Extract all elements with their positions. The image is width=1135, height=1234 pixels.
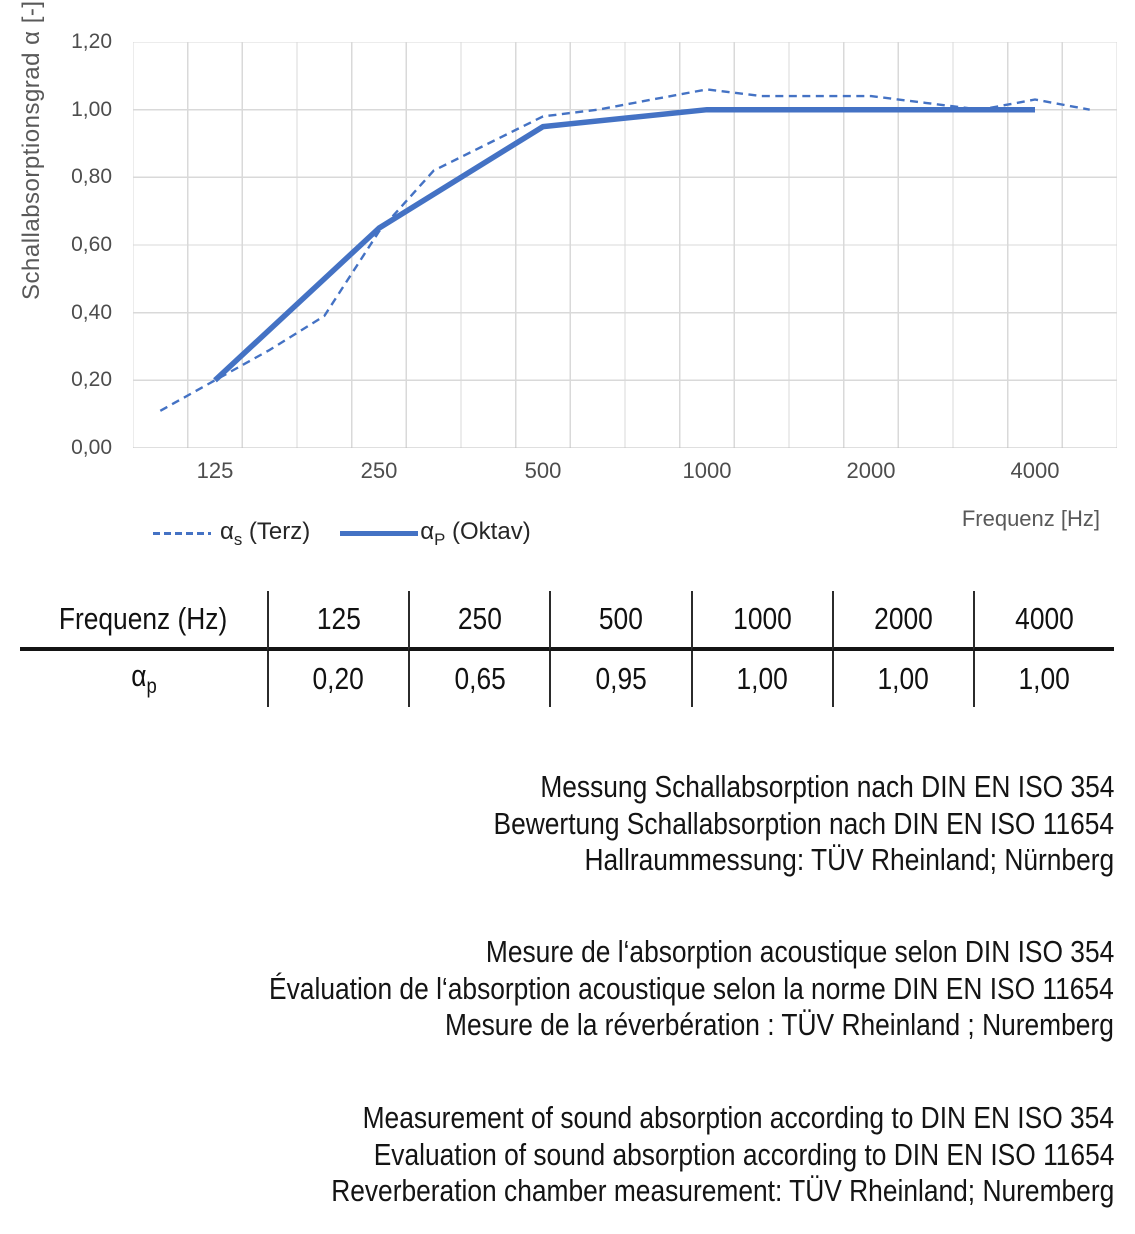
- x-tick-label: 1000: [682, 458, 732, 483]
- notes-german: Messung Schallabsorption nach DIN EN ISO…: [20, 769, 1114, 879]
- table-value-125: 0,20: [267, 651, 408, 707]
- y-tick-label: 0,40: [71, 300, 112, 324]
- y-tick-label: 0,00: [71, 436, 112, 459]
- legend-item-oktav: αP (Oktav): [340, 518, 531, 550]
- note-line: Measurement of sound absorption accordin…: [362, 1100, 1114, 1135]
- legend-label-oktav: αP (Oktav): [420, 518, 531, 549]
- x-tick-label: 4000: [1010, 458, 1060, 483]
- x-tick-label: 2000: [846, 458, 896, 483]
- table-header-frequency: Frequenz (Hz): [20, 591, 267, 651]
- note-line: Hallraummessung: TÜV Rheinland; Nürnberg: [584, 842, 1114, 878]
- table-value-1000: 1,00: [690, 651, 832, 707]
- x-tick-label: 125: [196, 458, 234, 483]
- y-tick-label: 1,00: [71, 97, 112, 121]
- table-value-2000: 1,00: [831, 651, 973, 707]
- legend-item-terz: αs (Terz): [153, 518, 310, 550]
- note-line: Évaluation de l‘absorption acoustique se…: [269, 970, 1114, 1006]
- table-row-label-alpha-p: αp: [130, 658, 157, 699]
- table-header-4000: 4000: [972, 591, 1114, 651]
- table-value-500: 0,95: [549, 651, 690, 707]
- y-tick-label: 1,20: [71, 30, 112, 53]
- legend-label-terz: αs (Terz): [220, 518, 311, 549]
- table-header-1000: 1000: [690, 591, 832, 651]
- note-line: Mesure de la réverbération : TÜV Rheinla…: [445, 1007, 1114, 1043]
- table-value-4000: 1,00: [972, 651, 1114, 707]
- oktav-solid-line: [213, 106, 1035, 383]
- table-header-2000: 2000: [831, 591, 973, 651]
- note-line: Messung Schallabsorption nach DIN EN ISO…: [539, 769, 1114, 804]
- y-tick-label: 0,20: [71, 368, 112, 392]
- table-header-250: 250: [408, 591, 550, 651]
- chart-legend: αs (Terz) αP (Oktav): [153, 518, 531, 550]
- absorption-table: Frequenz (Hz) 125 250 500 1000 2000 4000…: [20, 591, 1114, 707]
- notes-french: Mesure de l‘absorption acoustique selon …: [20, 934, 1114, 1044]
- table-header-125: 125: [267, 591, 409, 651]
- terz-dashed-line-sample: [153, 532, 211, 536]
- x-tick-label: 250: [360, 458, 398, 483]
- table-value-250: 0,65: [408, 651, 549, 707]
- terz-dashed-line: [159, 88, 1090, 412]
- y-tick-label: 0,80: [71, 165, 112, 189]
- notes-english: Measurement of sound absorption accordin…: [20, 1100, 1114, 1210]
- absorption-chart: Schallabsorptionsgrad α [-] 0,00 0,20 0,40…: [0, 0, 1135, 570]
- oktav-solid-line-sample: [340, 531, 419, 537]
- y-tick-label: 0,60: [71, 233, 112, 256]
- plot-area: [133, 42, 1117, 448]
- x-axis-title: Frequenz [Hz]: [961, 506, 1100, 531]
- note-line: Reverberation chamber measurement: TÜV R…: [330, 1173, 1114, 1209]
- note-line: Bewertung Schallabsorption nach DIN EN I…: [493, 805, 1114, 841]
- note-line: Evaluation of sound absorption according…: [373, 1136, 1114, 1172]
- table-header-500: 500: [549, 591, 691, 651]
- x-tick-label: 500: [524, 458, 562, 483]
- note-line: Mesure de l‘absorption acoustique selon …: [485, 934, 1114, 969]
